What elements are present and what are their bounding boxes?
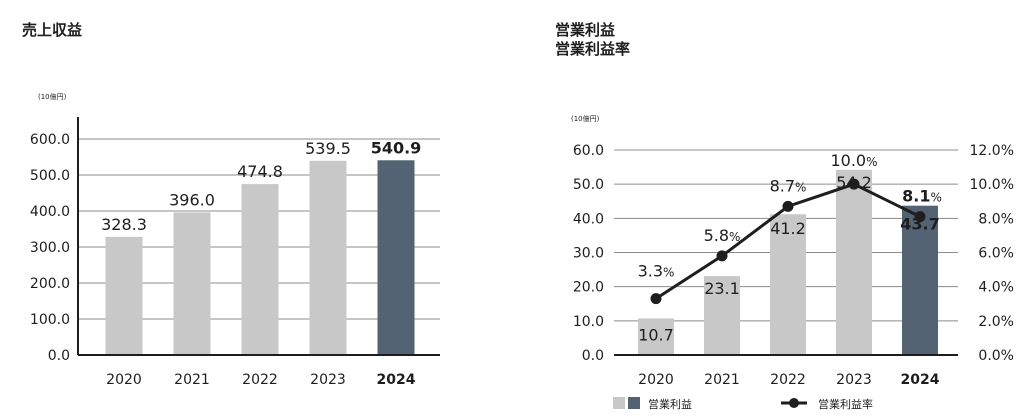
right-y-tick-label-right: 2.0% [978, 314, 1014, 330]
left-x-tick-label: 2024 [377, 372, 416, 388]
right-y-tick-label-left: 0.0 [582, 348, 604, 364]
revenue-title: 売上収益 [22, 21, 83, 39]
right-x-tick-label: 2021 [704, 372, 740, 388]
left-x-tick-label: 2021 [174, 372, 210, 388]
operating-profit-value-label: 41.2 [770, 219, 806, 238]
operating-margin-value-label: 8.7% [770, 176, 807, 195]
left-x-tick-label: 2022 [242, 372, 278, 388]
operating-profit-bar [638, 318, 674, 355]
operating-profit-value-label: 23.1 [704, 279, 740, 298]
right-y-tick-label-left: 20.0 [573, 280, 604, 296]
left-y-tick-label: 500.0 [30, 168, 70, 184]
revenue-value-label: 328.3 [101, 215, 147, 234]
revenue-bar [377, 160, 415, 355]
right-y-tick-label-left: 60.0 [573, 143, 604, 159]
revenue-bar [309, 160, 347, 355]
operating-margin-point [650, 293, 662, 305]
right-y-tick-label-right: 6.0% [978, 246, 1014, 262]
right-unit-label: (10億円) [571, 114, 600, 123]
operating-profit-title: 営業利益 [555, 21, 616, 39]
operating-margin-value-label: 10.0% [830, 151, 877, 170]
left-y-tick-label: 400.0 [30, 204, 70, 220]
right-y-tick-label-right: 0.0% [978, 348, 1014, 364]
right-x-tick-label: 2020 [638, 372, 674, 388]
legend-bar-swatch-dark [628, 397, 640, 409]
left-y-tick-label: 600.0 [30, 132, 70, 148]
legend-label-operating-margin: 営業利益率 [818, 397, 873, 411]
right-x-tick-label: 2022 [770, 372, 806, 388]
left-x-tick-label: 2020 [106, 372, 142, 388]
left-x-tick-label: 2023 [310, 372, 346, 388]
right-x-tick-label: 2023 [836, 372, 872, 388]
operating-margin-value-label: 3.3% [638, 262, 675, 281]
right-y-tick-label-right: 10.0% [970, 177, 1014, 193]
right-y-tick-label-right: 4.0% [978, 280, 1014, 296]
operating-margin-title: 営業利益率 [555, 40, 631, 58]
left-y-tick-label: 300.0 [30, 240, 70, 256]
operating-profit-value-label: 54.2 [836, 173, 872, 192]
operating-profit-value-label: 43.7 [900, 215, 939, 234]
right-y-tick-label-right: 12.0% [970, 143, 1014, 159]
revenue-value-label: 396.0 [169, 190, 215, 209]
right-y-tick-label-right: 8.0% [978, 211, 1014, 227]
operating-margin-value-label: 5.8% [704, 226, 741, 245]
left-y-tick-label: 200.0 [30, 276, 70, 292]
operating-margin-point [782, 200, 794, 212]
operating-margin-point [914, 211, 926, 223]
legend-label-operating-profit: 営業利益 [648, 397, 692, 411]
left-y-tick-label: 0.0 [48, 348, 70, 364]
operating-profit-bar [836, 169, 872, 355]
revenue-value-label: 539.5 [305, 139, 351, 158]
right-y-tick-label-left: 10.0 [573, 314, 604, 330]
legend-bar-swatch-light [613, 397, 625, 409]
revenue-bar [173, 212, 211, 355]
right-y-tick-label-left: 50.0 [573, 177, 604, 193]
revenue-bar [105, 236, 143, 355]
operating-margin-value-label: 8.1% [902, 187, 942, 206]
operating-profit-bar [902, 205, 938, 355]
revenue-bar [241, 184, 279, 355]
operating-profit-bar [770, 214, 806, 355]
right-x-tick-label: 2024 [901, 372, 940, 388]
revenue-value-label: 540.9 [371, 138, 422, 157]
legend-line-marker [789, 398, 799, 408]
operating-profit-bar [704, 276, 740, 355]
right-y-tick-label-left: 40.0 [573, 211, 604, 227]
operating-profit-value-label: 10.7 [638, 325, 674, 344]
left-y-tick-label: 100.0 [30, 312, 70, 328]
operating-margin-point [716, 250, 728, 262]
right-y-tick-label-left: 30.0 [573, 246, 604, 262]
operating-margin-point [848, 178, 860, 190]
revenue-value-label: 474.8 [237, 162, 283, 181]
left-unit-label: (10億円) [38, 92, 67, 101]
